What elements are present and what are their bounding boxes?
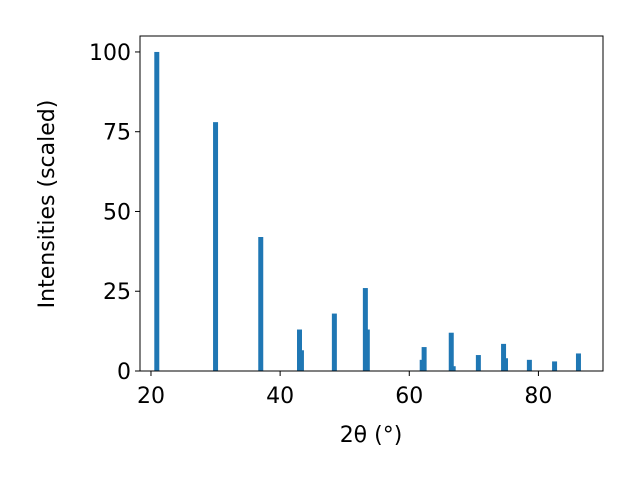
bar [475,355,481,371]
bar [258,237,264,371]
bar [364,329,370,371]
bar [421,347,427,371]
bar [501,343,507,371]
bar [526,359,532,371]
x-axis-label: 2θ (°) [340,423,403,448]
x-tick-label: 80 [524,384,552,409]
bar [448,332,454,371]
y-tick-label: 100 [89,41,131,66]
bar [450,366,456,371]
x-tick-label: 60 [395,384,423,409]
y-axis-label: Intensities (scaled) [35,100,60,309]
x-tick-label: 20 [137,384,165,409]
y-tick-label: 25 [103,280,131,305]
bar [298,350,304,371]
y-tick-label: 50 [103,200,131,225]
y-tick-label: 75 [103,121,131,146]
plot-frame [139,35,604,372]
bar [502,358,508,371]
bar [575,353,581,371]
bar [213,122,219,372]
bar [154,51,160,371]
bar [552,361,558,371]
bar [331,313,337,371]
y-tick-label: 0 [117,360,131,385]
x-tick-label: 40 [266,384,294,409]
